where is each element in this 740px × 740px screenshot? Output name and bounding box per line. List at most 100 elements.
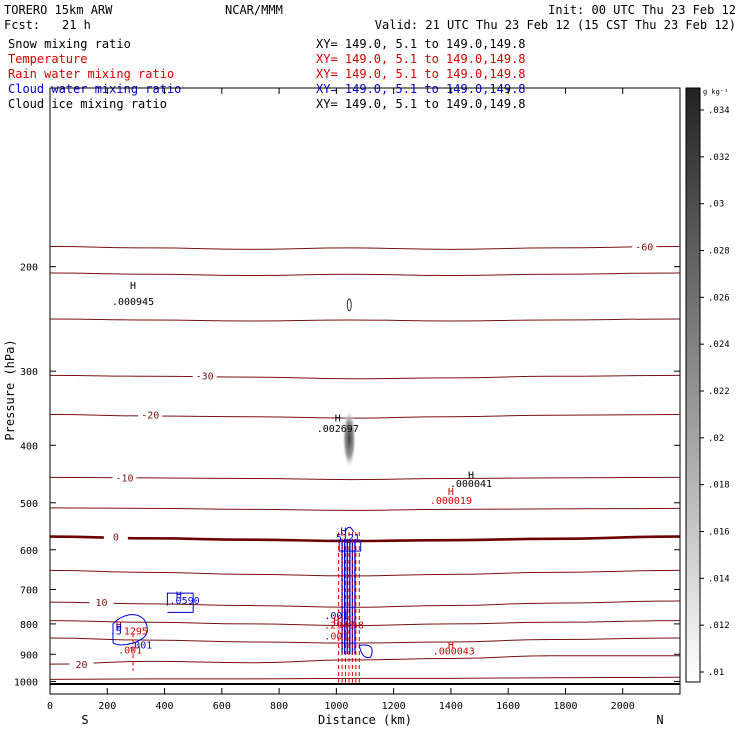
isotherm-label: 20 — [75, 660, 87, 671]
cloud-water-contour — [358, 644, 373, 659]
maximum-label: .000041 — [450, 479, 492, 490]
maximum-label: H — [130, 281, 136, 292]
x-tick-label: 2000 — [611, 701, 635, 712]
y-axis-title: Pressure (hPa) — [3, 339, 17, 440]
maximum-label: .000019 — [430, 496, 472, 507]
isotherm-line — [49, 637, 681, 644]
y-tick-label: 800 — [20, 620, 38, 631]
maximum-label: .001 — [324, 632, 348, 643]
y-tick-label: 600 — [20, 546, 38, 557]
north-label: N — [656, 713, 663, 727]
x-axis: 0 200 400 600 800 1000 1200 1400 1600 1800 2000 — [47, 88, 635, 712]
colorbar: g kg⁻¹ .01 .012 .014 .016 .018 .02 .022 .024 .02… — [685, 87, 730, 683]
isotherm-label: 10 — [96, 598, 108, 609]
field-name: Cloud water mixing ratio — [8, 82, 181, 96]
colorbar-ramp — [685, 87, 701, 683]
y-tick-label: 400 — [20, 441, 38, 452]
plot-area: -60-30-20-1001020H.000945H.002697H.00004… — [49, 240, 681, 685]
isotherm-line — [49, 246, 681, 250]
y-tick-label: 200 — [20, 263, 38, 274]
x-axis-title: Distance (km) — [318, 713, 412, 727]
org-title: NCAR/MMM — [225, 3, 283, 17]
maximum-label: H — [116, 622, 122, 633]
x-tick-label: 1000 — [324, 701, 348, 712]
isotherm-label-bg — [632, 240, 657, 253]
isotherm-line — [49, 272, 681, 277]
isotherm-line — [49, 374, 681, 380]
isotherm-label: -10 — [115, 473, 133, 484]
maximum-label: H — [116, 621, 122, 632]
cloud-water-contour — [344, 526, 354, 533]
colorbar-tick-label: .014 — [708, 574, 730, 584]
maximum-label: .001 — [128, 640, 152, 651]
colorbar-tick-label: .012 — [708, 621, 730, 631]
maximum-label: H — [176, 591, 182, 602]
field-xy: XY= 149.0, 5.1 to 149.0,149.8 — [316, 67, 526, 81]
field-xy: XY= 149.0, 5.1 to 149.0,149.8 — [316, 52, 526, 66]
maximum-label: .002697 — [317, 424, 359, 435]
model-title: TORERO 15km ARW — [4, 3, 113, 17]
field-xy: XY= 149.0, 5.1 to 149.0,149.8 — [316, 97, 526, 111]
x-tick-label: 1400 — [439, 701, 463, 712]
x-tick-label: 400 — [156, 701, 174, 712]
maximum-label: 58 — [352, 621, 364, 632]
isotherm-label-bg — [69, 658, 94, 671]
south-label: S — [81, 713, 88, 727]
isotherm-label-bg — [89, 596, 114, 609]
x-tick-label: 1200 — [382, 701, 406, 712]
maximum-label: .000945 — [112, 297, 154, 308]
isotherm-line — [49, 507, 681, 511]
colorbar-tick-label: .01 — [708, 668, 724, 678]
field-xy: XY= 149.0, 5.1 to 149.0,149.8 — [316, 82, 526, 96]
field-xy: XY= 149.0, 5.1 to 149.0,149.8 — [316, 37, 526, 51]
isotherm-label: -60 — [635, 243, 653, 254]
isotherm-line — [49, 676, 681, 680]
x-tick-label: 200 — [98, 701, 116, 712]
x-tick-label: 600 — [213, 701, 231, 712]
maximum-label: H — [468, 470, 474, 481]
isotherm-line — [49, 655, 680, 665]
maximum-label: .001 — [118, 645, 142, 656]
x-tick-label: 1800 — [553, 701, 577, 712]
colorbar-tick-label: .032 — [708, 153, 730, 163]
maximum-label: H — [341, 526, 347, 537]
isotherm-line — [49, 620, 681, 627]
maximum-label: .000043 — [433, 646, 475, 657]
y-tick-label: 500 — [20, 499, 38, 510]
field-name: Snow mixing ratio — [8, 37, 131, 51]
isotherm-line — [49, 535, 681, 543]
colorbar-tick-label: .018 — [708, 481, 730, 491]
colorbar-tick-label: .03 — [708, 200, 724, 210]
fcst-label: Fcst: — [4, 18, 40, 32]
field-name: Temperature — [8, 52, 87, 66]
isotherm-label-bg — [112, 471, 137, 484]
valid-time: Valid: 21 UTC Thu 23 Feb 12 (15 CST Thu … — [375, 18, 736, 32]
isotherm-label-bg — [138, 408, 163, 421]
cloud-water-contour — [112, 614, 148, 646]
isotherm-label: -20 — [141, 411, 159, 422]
cloud-water-contour — [166, 592, 194, 613]
field-name: Cloud ice mixing ratio — [8, 97, 167, 111]
y-tick-label: 700 — [20, 586, 38, 597]
isotherm-line — [49, 318, 681, 322]
maximum-label: 1295 — [124, 626, 148, 637]
colorbar-tick-label: .022 — [708, 387, 730, 397]
isotherm-label-bg — [103, 530, 128, 543]
x-tick-label: 1600 — [496, 701, 520, 712]
field-name: Rain water mixing ratio — [8, 67, 174, 81]
cloud-water-contour — [338, 540, 362, 552]
colorbar-tick-label: .024 — [708, 340, 730, 350]
maximum-label: H — [335, 414, 341, 425]
maximum-label: H — [448, 640, 454, 651]
plot-frame — [49, 87, 681, 695]
y-tick-label: 1000 — [14, 677, 38, 688]
init-time: Init: 00 UTC Thu 23 Feb 12 — [548, 3, 736, 17]
maximum-label: H — [333, 616, 339, 627]
colorbar-tick-label: .016 — [708, 528, 730, 538]
colorbar-tick-label: .026 — [708, 293, 730, 303]
maximum-label: .5121 — [330, 533, 360, 544]
snow-contour — [346, 298, 352, 312]
colorbar-tick-label: .034 — [708, 106, 730, 116]
